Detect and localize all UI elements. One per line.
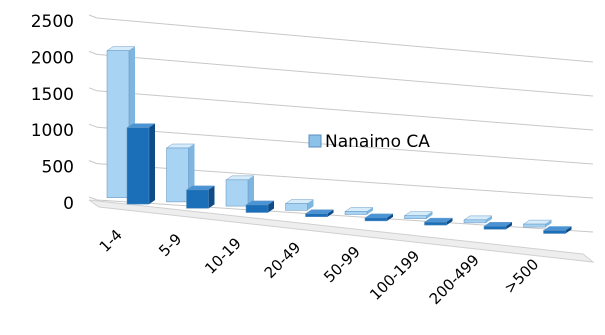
y-axis-ticks: 0 500 1000 1500 2000 2500 (31, 12, 74, 214)
y-tick-label: 2500 (31, 12, 74, 32)
gridline (96, 53, 594, 97)
legend-swatch (308, 134, 322, 148)
chart-floor (88, 199, 595, 263)
gridline (96, 17, 594, 63)
bar-series2-side (268, 200, 274, 213)
y-tick-label: 1000 (31, 121, 74, 141)
bar-series1-side (545, 220, 552, 228)
y-tick-label: 500 (42, 158, 74, 178)
bar-series2 (186, 189, 209, 209)
bar-series1 (166, 147, 189, 203)
y-tick-label: 1500 (31, 85, 74, 105)
bar-series2-side (565, 226, 572, 234)
bar-series2 (424, 221, 447, 226)
bar-series1 (285, 203, 308, 211)
gridline-stub (88, 196, 98, 201)
bar-series1 (404, 215, 427, 219)
bar-series2-side (506, 222, 512, 230)
x-tick-label: 5-9 (155, 230, 185, 260)
x-tick-label: 50-99 (320, 243, 364, 287)
legend-label: Nanaimo CA (325, 132, 430, 152)
x-tick-label: 10-19 (201, 234, 245, 278)
gridlines (88, 14, 594, 233)
bar-series1 (225, 179, 249, 207)
bar-series2 (543, 230, 566, 234)
gridline (96, 199, 594, 233)
y-tick-label: 2000 (31, 48, 74, 68)
x-tick-label: 1-4 (96, 226, 126, 256)
bar-series1-side (426, 211, 433, 219)
bars (106, 46, 573, 234)
bar-series2 (126, 127, 150, 205)
bar-series2 (305, 213, 328, 217)
bar-series1 (106, 50, 130, 198)
gridline-stub (88, 123, 98, 128)
gridline-stub (88, 160, 98, 165)
bar-series1-side (486, 215, 492, 223)
bar-series2-side (149, 123, 155, 205)
bar-series2-side (387, 213, 393, 221)
gridline-stub (88, 50, 98, 55)
bar-series1 (523, 223, 546, 228)
bar-series2 (483, 226, 507, 230)
bar-series1-side (367, 207, 373, 215)
bar-series2-side (327, 209, 334, 217)
bar-series1-side (307, 199, 314, 211)
bar-series2-side (446, 218, 453, 226)
x-axis-ticks: 1-4 5-9 10-19 20-49 50-99 100-199 200-499 >500 (96, 226, 543, 308)
y-tick-label: 0 (63, 194, 74, 214)
x-tick-label: 20-49 (261, 238, 305, 282)
gridline (96, 126, 594, 165)
gridline (96, 90, 594, 131)
gridline-stub (88, 14, 98, 19)
legend: Nanaimo CA (308, 132, 430, 152)
bar-series2 (245, 204, 269, 213)
x-tick-label: 200-499 (426, 251, 483, 308)
bar-series1 (463, 219, 487, 224)
floor-plane (88, 199, 595, 263)
bar-series1-side (248, 175, 254, 207)
x-tick-label: >500 (500, 255, 542, 297)
bar-series2 (364, 217, 388, 222)
x-tick-label: 100-199 (366, 247, 423, 304)
bar-series1 (344, 211, 368, 215)
gridline-stub (88, 87, 98, 92)
bar-series2-side (208, 185, 215, 209)
